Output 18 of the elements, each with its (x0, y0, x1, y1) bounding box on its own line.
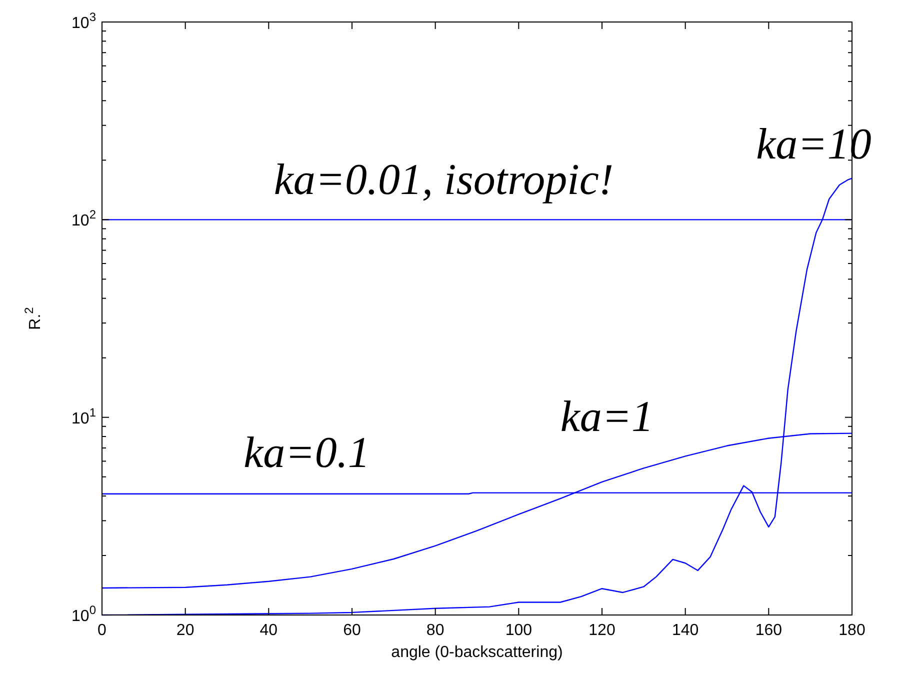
x-tick-label: 100 (505, 622, 532, 639)
series-label: ka=0.01, isotropic! (274, 154, 614, 204)
x-tick-label: 180 (838, 622, 866, 639)
series-label: ka=0.1 (244, 428, 370, 477)
y-tick-label: 10$^{3}$ (72, 10, 96, 32)
x-tick-label: 160 (755, 622, 782, 639)
x-tick-label: 20 (176, 622, 194, 639)
x-tick-label: 120 (588, 622, 616, 639)
y-tick-label: 10$^{1}$ (72, 405, 96, 428)
y-tick-label: 10$^{0}$ (72, 603, 96, 625)
series-label: ka=1 (560, 392, 654, 442)
x-tick-label: 80 (426, 622, 444, 639)
x-tick-label: 40 (260, 622, 278, 639)
y-tick-label: 10$^{2}$ (72, 208, 96, 230)
x-axis-title: angle (0-backscattering) (391, 644, 563, 661)
x-tick-label: 140 (672, 622, 699, 639)
x-tick-label: 0 (98, 622, 107, 639)
x-tick-label: 60 (343, 622, 361, 639)
